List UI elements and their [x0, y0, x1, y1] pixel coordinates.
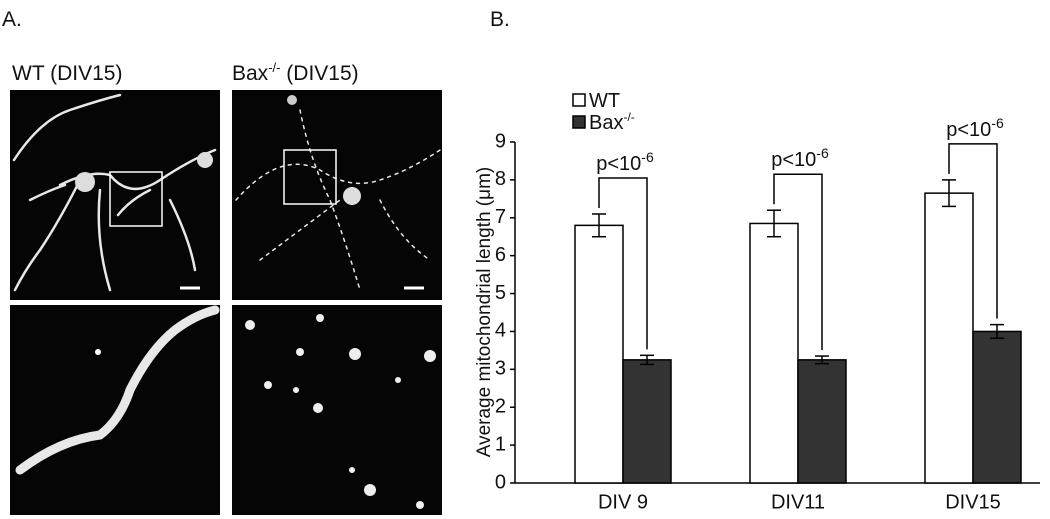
x-tick-label: DIV15 [945, 491, 1001, 513]
legend-name: WT [589, 90, 620, 112]
significance-bracket [948, 143, 998, 319]
image-title-suffix: (DIV15) [280, 62, 358, 85]
error-bar [990, 323, 1004, 340]
image-title: WT (DIV15) [12, 62, 122, 85]
image-title-text: WT (DIV15) [12, 62, 122, 85]
x-tick-label: DIV 9 [598, 491, 648, 513]
y-tick-label: 2 [495, 396, 506, 418]
significance-bracket [598, 177, 648, 350]
image-title-text: Bax [232, 62, 269, 85]
annotation: p<10-6 [771, 145, 829, 171]
annotation-text: p<10 [946, 119, 991, 141]
legend-name: Bax [589, 112, 623, 134]
image-title-superscript: -/- [268, 60, 280, 75]
y-tick-label: 8 [495, 168, 506, 190]
bar [574, 224, 624, 484]
y-tick-label: 9 [495, 130, 506, 152]
bar [797, 359, 847, 484]
y-tick-label: 6 [495, 244, 506, 266]
y-tick-label: 5 [495, 282, 506, 304]
panel-label: A. [2, 8, 22, 31]
annotation: p<10-6 [946, 115, 1004, 141]
annotation-superscript: -6 [641, 149, 654, 165]
micrographs [10, 90, 442, 515]
image-bax-zoom [232, 305, 442, 515]
bar [749, 222, 799, 484]
y-tick-label: 4 [495, 320, 506, 342]
y-tick-label: 7 [495, 206, 506, 228]
bar [622, 359, 672, 484]
error-bar [767, 209, 781, 238]
annotation-text: p<10 [596, 153, 641, 175]
legend-label: WT [589, 90, 620, 112]
error-bar [942, 179, 956, 208]
image-title: Bax-/- (DIV15) [232, 60, 359, 85]
y-axis-label: Average mitochondrial length (μm) [474, 167, 495, 457]
y-tick-label: 1 [495, 433, 506, 455]
legend-swatch [572, 115, 586, 129]
y-tick-label: 3 [495, 358, 506, 380]
bar [972, 330, 1022, 484]
annotation: p<10-6 [596, 149, 654, 175]
annotation-text: p<10 [771, 149, 816, 171]
legend-superscript: -/- [623, 110, 634, 124]
legend-swatch [572, 93, 586, 107]
image-bax-overview [232, 90, 442, 300]
significance-bracket [773, 173, 823, 351]
legend-label: Bax-/- [589, 110, 635, 134]
annotation-superscript: -6 [816, 145, 829, 161]
y-tick-label: 0 [495, 471, 506, 493]
error-bar [815, 355, 829, 365]
image-wt-zoom [10, 305, 220, 515]
annotation-superscript: -6 [991, 115, 1004, 131]
error-bar [640, 354, 654, 366]
bar [924, 192, 974, 484]
error-bar [592, 213, 606, 238]
panel-label: B. [490, 8, 510, 31]
x-tick-label: DIV11 [771, 491, 825, 513]
